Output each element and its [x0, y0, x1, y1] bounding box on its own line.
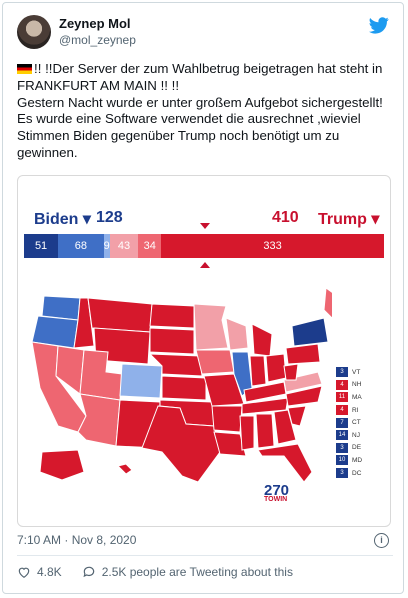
- reply-bubble-icon[interactable]: [82, 565, 96, 579]
- twitter-bird-icon[interactable]: [369, 17, 389, 34]
- state-mn: [193, 303, 229, 351]
- state-oh: [265, 353, 287, 383]
- 270towin-logo: 270 TOWIN: [264, 482, 289, 503]
- state-ks: [161, 375, 207, 401]
- state-va: [283, 371, 323, 393]
- state-ev-box: 14: [336, 430, 348, 441]
- state-ar: [211, 405, 243, 433]
- northeast-state-row: 10 MD: [336, 454, 362, 467]
- majority-marker-bottom: [200, 262, 210, 268]
- state-abbr: RI: [352, 406, 359, 414]
- state-nd: [149, 303, 195, 329]
- tweet-text: !! !!Der Server der zum Wahlbetrug beige…: [17, 61, 395, 162]
- state-ev-box: 3: [336, 367, 348, 378]
- state-abbr: DE: [352, 444, 362, 452]
- state-tx: [141, 405, 221, 483]
- state-ev-box: 11: [336, 392, 348, 403]
- state-me: [323, 287, 332, 319]
- state-ev-box: 4: [336, 379, 348, 390]
- state-ny: [291, 317, 329, 347]
- northeast-state-row: 4 NH: [336, 379, 362, 392]
- display-name[interactable]: Zeynep Mol: [59, 16, 131, 31]
- state-ev-box: 3: [336, 468, 348, 479]
- logo-subtitle: TOWIN: [264, 496, 288, 503]
- tweet-stats: 4.8K 2.5K people are Tweeting about this: [17, 565, 293, 579]
- ev-bar-segment: 43: [109, 234, 139, 258]
- state-abbr: NJ: [352, 431, 360, 439]
- state-in: [249, 355, 267, 387]
- tweet-timestamp[interactable]: 7:10 AM · Nov 8, 2020: [17, 533, 137, 547]
- user-handle[interactable]: @mol_zeynep: [59, 33, 136, 47]
- state-nc: [285, 385, 323, 407]
- northeast-state-row: 7 CT: [336, 416, 362, 429]
- state-abbr: MD: [352, 456, 363, 464]
- state-az: [77, 393, 121, 447]
- state-co: [119, 363, 163, 399]
- state-ms: [239, 415, 255, 451]
- state-abbr: NH: [352, 381, 362, 389]
- tweeting-about-link[interactable]: 2.5K people are Tweeting about this: [101, 565, 293, 579]
- state-fl: [257, 443, 313, 483]
- state-pa: [285, 343, 321, 365]
- state-abbr: VT: [352, 368, 361, 376]
- divider: [17, 555, 393, 556]
- info-icon[interactable]: i: [374, 533, 389, 548]
- northeast-state-legend: 3 VT 4 NH 11 MA 4 RI 7 CT 14 NJ 3 DE 10 MD 3 DC: [336, 366, 362, 479]
- state-mi: [251, 323, 273, 357]
- state-al: [255, 413, 275, 449]
- northeast-state-row: 4 RI: [336, 404, 362, 417]
- electoral-map-image[interactable]: Biden ▾ 128 410 Trump ▾ 51 68 9 43 34 333: [17, 175, 391, 527]
- state-wa: [41, 295, 81, 321]
- state-abbr: CT: [352, 419, 361, 427]
- state-ak: [39, 449, 85, 481]
- logo-number: 270: [264, 482, 290, 499]
- state-hi: [117, 463, 133, 475]
- majority-marker-top: [200, 223, 210, 229]
- ev-bar-segment: 51: [24, 234, 59, 258]
- tweet-line-2: Gestern Nacht wurde er unter großem Aufg…: [17, 94, 383, 160]
- state-ia: [195, 349, 235, 375]
- us-states-map: [31, 287, 332, 483]
- state-wv: [283, 363, 299, 381]
- state-ev-box: 7: [336, 417, 348, 428]
- northeast-state-row: 3 DC: [336, 467, 362, 480]
- tweet-card: Zeynep Mol @mol_zeynep !! !!Der Server d…: [2, 2, 404, 594]
- state-id: [73, 297, 95, 349]
- state-ev-box: 4: [336, 405, 348, 416]
- state-ga: [273, 409, 297, 445]
- state-ev-box: 10: [336, 455, 348, 466]
- state-sc: [287, 405, 307, 427]
- avatar[interactable]: [17, 15, 51, 49]
- ev-bar-segment: 68: [58, 234, 104, 258]
- ev-bar-segment: 34: [138, 234, 162, 258]
- state-mt: [87, 297, 153, 333]
- state-abbr: MA: [352, 393, 362, 401]
- biden-total: 128: [96, 209, 123, 226]
- like-count[interactable]: 4.8K: [37, 565, 62, 579]
- state-wi: [225, 317, 249, 351]
- state-la: [213, 431, 247, 457]
- ev-bar-segment: 9: [103, 234, 110, 258]
- germany-flag-icon: [17, 64, 32, 74]
- state-ev-box: 3: [336, 442, 348, 453]
- trump-total: 410: [272, 209, 299, 226]
- northeast-state-row: 14 NJ: [336, 429, 362, 442]
- northeast-state-row: 3 DE: [336, 442, 362, 455]
- northeast-state-row: 11 MA: [336, 391, 362, 404]
- heart-icon[interactable]: [17, 565, 31, 579]
- biden-dropdown: Biden ▾: [34, 211, 91, 228]
- northeast-state-row: 3 VT: [336, 366, 362, 379]
- trump-dropdown: Trump ▾: [318, 211, 380, 228]
- tweet-line-1: !! !!Der Server der zum Wahlbetrug beige…: [17, 61, 383, 93]
- state-ne: [148, 353, 203, 377]
- state-sd: [149, 327, 195, 355]
- state-abbr: DC: [352, 469, 362, 477]
- electoral-vote-bar: 51 68 9 43 34 333: [24, 234, 384, 258]
- ev-bar-segment: 333: [161, 234, 384, 258]
